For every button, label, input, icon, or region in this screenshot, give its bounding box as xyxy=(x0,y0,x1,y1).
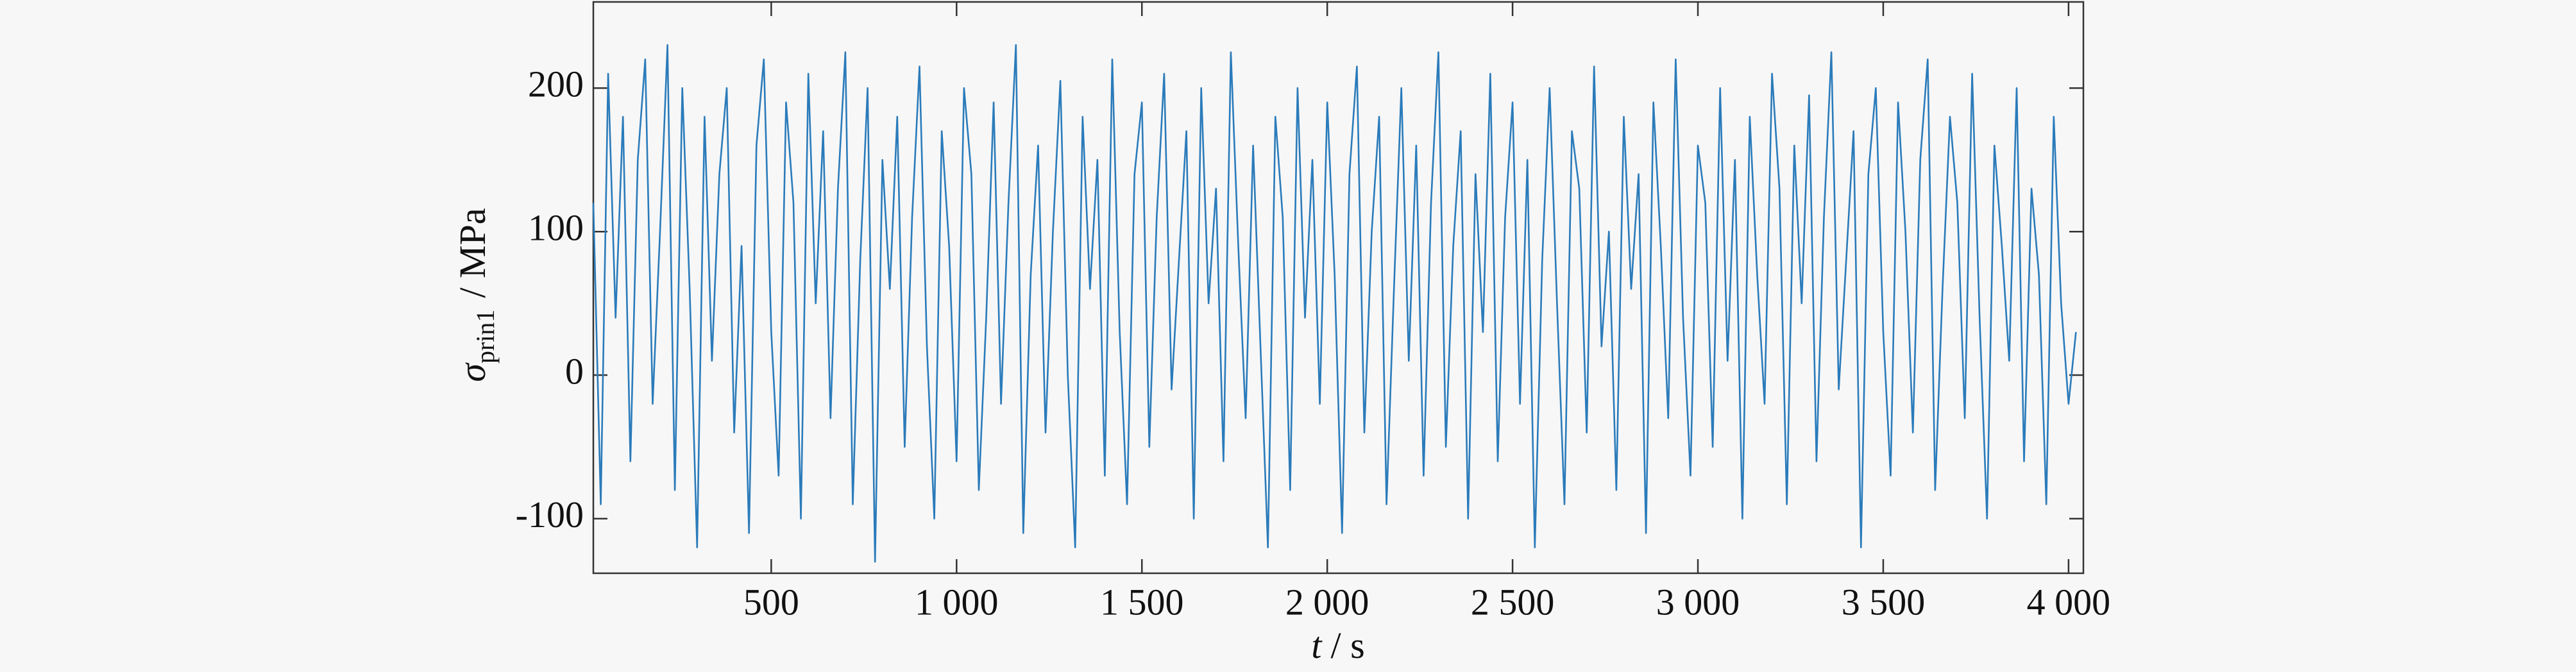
x-tick-label: 1 500 xyxy=(1100,581,1184,623)
x-label-symbol: t xyxy=(1311,625,1323,666)
x-tick-label: 4 000 xyxy=(2027,581,2111,623)
y-label-symbol: σ xyxy=(452,362,493,382)
y-tick-label: 0 xyxy=(565,350,584,392)
x-tick-label: 3 000 xyxy=(1656,581,1740,623)
plot-frame xyxy=(592,1,2085,575)
x-tick-label: 2 000 xyxy=(1285,581,1369,623)
data-line xyxy=(592,44,2077,563)
x-axis-label: t / s xyxy=(1311,625,1364,666)
y-axis-label: σprin1 / MPa xyxy=(452,208,500,382)
x-tick-label: 3 500 xyxy=(1842,581,1926,623)
y-label-subscript: prin1 xyxy=(471,310,500,364)
y-tick-label: 200 xyxy=(528,63,584,105)
y-label-unit: / MPa xyxy=(452,208,493,298)
y-tick-label: 100 xyxy=(528,207,584,249)
x-label-unit: / s xyxy=(1330,625,1364,666)
y-tick-label: -100 xyxy=(516,494,584,535)
x-tick-label: 1 000 xyxy=(915,581,999,623)
x-tick-label: 2 500 xyxy=(1471,581,1555,623)
x-tick-label: 500 xyxy=(743,581,799,623)
